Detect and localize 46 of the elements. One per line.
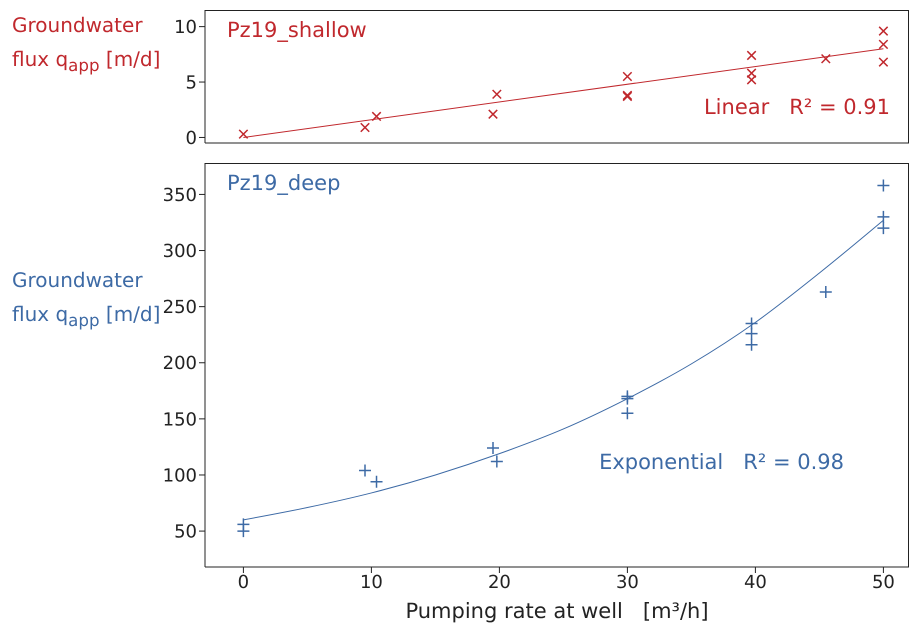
point (360, 122, 370, 132)
point (744, 338, 758, 352)
y-tick-label: 5 (186, 72, 197, 94)
series-label: Linear R² = 0.91 (704, 95, 890, 119)
x-axis-title: Pumping rate at well [m³/h] (404, 599, 710, 623)
point (238, 129, 248, 140)
point (358, 464, 372, 478)
point (620, 406, 634, 420)
x-tick-label: 20 (488, 572, 511, 593)
x-tick-label: 30 (616, 572, 639, 593)
y-tick-label: 10 (174, 17, 197, 38)
y-axis-title: Groundwater flux q$_{app}$ [m/d] (12, 12, 162, 77)
point (488, 109, 498, 120)
point (490, 454, 504, 468)
point (876, 221, 890, 235)
y-tick-label: 250 (162, 297, 197, 318)
series-label: Exponential R² = 0.98 (599, 450, 844, 474)
y-tick-label: 50 (174, 521, 197, 542)
point (370, 474, 384, 488)
point (820, 54, 831, 64)
point (878, 57, 888, 68)
x-tick-label: 40 (744, 572, 767, 593)
y-tick-label: 150 (162, 409, 197, 430)
y-axis-title: Groundwater flux q$_{app}$ [m/d] (12, 267, 162, 332)
x-tick-label: 0 (238, 572, 250, 593)
point (372, 111, 382, 122)
point (236, 524, 250, 538)
chart-title: Pz19_deep (227, 171, 340, 195)
point (486, 441, 500, 455)
point (744, 326, 758, 340)
chart-title: Pz19_shallow (227, 18, 367, 42)
y-tick-label: 100 (162, 465, 197, 486)
point (876, 178, 890, 192)
x-tick-label: 10 (360, 572, 383, 593)
y-tick-label: 0 (186, 128, 197, 149)
y-tick-label: 350 (162, 184, 197, 206)
point (622, 72, 632, 82)
y-tick-label: 300 (162, 240, 197, 262)
point (878, 39, 888, 50)
y-tick-label: 200 (162, 353, 197, 374)
point (878, 26, 888, 36)
point (746, 50, 757, 60)
point (819, 285, 833, 299)
point (492, 89, 502, 100)
point (744, 316, 758, 330)
x-tick-label: 50 (872, 572, 895, 593)
